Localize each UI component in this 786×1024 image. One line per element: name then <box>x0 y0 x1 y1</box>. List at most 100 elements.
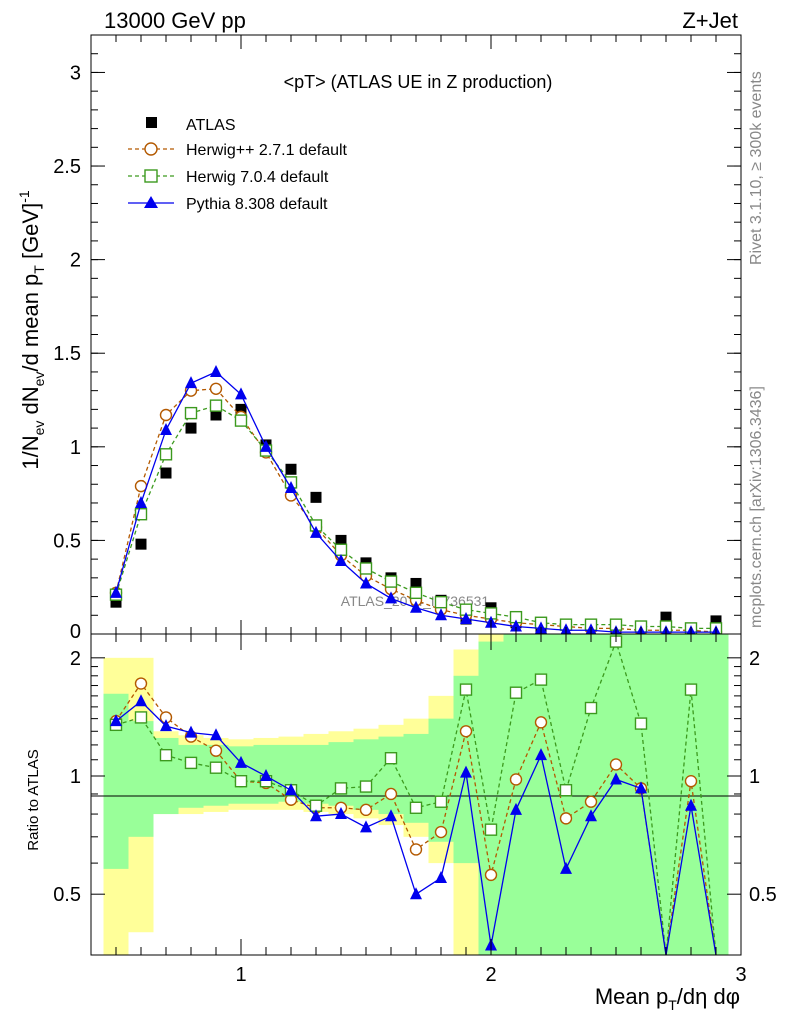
ratio-xtick-label: 3 <box>735 964 746 986</box>
main-point-pythia <box>410 600 422 613</box>
source-label: mcplots.cern.ch [arXiv:1306.3436] <box>748 386 765 628</box>
ratio-point-pythia <box>460 765 472 778</box>
ratio-point-herwig7 <box>434 795 448 808</box>
ratio-point-herwig7 <box>359 780 373 793</box>
ratio-point-pythia <box>310 809 322 822</box>
main-point-herwig7 <box>409 586 423 600</box>
ratio-point-herwig7 <box>484 823 498 836</box>
main-point-pythia <box>385 591 397 604</box>
legend: ATLAS Herwig++ 2.7.1 default Herwig 7.0.… <box>128 117 348 213</box>
legend-label-atlas: ATLAS <box>186 117 236 134</box>
ratio-point-herwig7 <box>684 683 698 696</box>
main-point-pythia <box>360 576 372 589</box>
ratio-point-pythia <box>260 769 272 782</box>
ratio-band-inner <box>703 634 729 956</box>
ratio-xtick-label: 1 <box>235 964 246 986</box>
main-point-pythia <box>160 422 172 435</box>
main-point-pythia <box>310 525 322 538</box>
main-ylabel: 1/Nev dNev/d mean pT [GeV]-1 <box>16 190 47 470</box>
ratio-point-pythia <box>110 714 122 727</box>
main-series-group <box>109 364 723 639</box>
legend-label-herwig7: Herwig 7.0.4 default <box>186 169 329 186</box>
main-point-pythia <box>260 439 272 452</box>
ratio-ytick-label: 2 <box>70 648 81 670</box>
ratio-point-herwigpp <box>359 803 373 817</box>
main-point-pythia <box>460 612 472 625</box>
ratio-point-herwigpp <box>559 812 573 825</box>
ratio-point-pythia <box>335 807 347 820</box>
main-point-pythia <box>435 608 447 621</box>
ratio-point-pythia <box>535 748 547 761</box>
legend-marker-pythia <box>144 196 158 208</box>
ratio-point-pythia <box>285 783 297 796</box>
main-ytick-label: 1 <box>70 437 81 459</box>
ratio-point-pythia <box>410 887 422 900</box>
main-point-herwigpp <box>209 382 223 395</box>
ratio-axes: 0.5 0.5 1 1 2 2 1 2 3 <box>53 634 777 986</box>
main-point-pythia <box>235 387 247 400</box>
rivet-label: Rivet 3.1.10, ≥ 300k events <box>748 71 765 265</box>
main-point-atlas <box>310 491 322 503</box>
ratio-band-inner <box>303 744 329 804</box>
ratio-point-herwigpp <box>209 744 223 757</box>
ratio-point-pythia <box>560 861 572 874</box>
main-point-herwig7 <box>434 595 448 609</box>
ratio-band-inner <box>328 742 354 806</box>
ratio-point-herwig7 <box>584 701 598 715</box>
ratio-ytick-label-right: 2 <box>749 648 760 670</box>
main-point-herwig7 <box>359 562 373 575</box>
ratio-bands <box>103 634 729 956</box>
main-point-pythia <box>335 553 347 566</box>
ratio-band-inner <box>653 634 679 956</box>
ratio-series-group <box>109 635 717 956</box>
ratio-point-herwigpp <box>134 677 148 690</box>
ratio-ytick-label-right: 0.5 <box>749 884 777 906</box>
ratio-point-herwig7 <box>634 717 648 730</box>
ratio-point-pythia <box>385 809 397 822</box>
main-point-atlas <box>285 463 297 475</box>
main-plot: <pT> (ATLAS UE in Z production) ATLAS_20… <box>16 34 742 643</box>
legend-marker-herwigpp <box>144 142 158 156</box>
ratio-point-pythia <box>160 719 172 732</box>
main-point-herwig7 <box>209 399 223 412</box>
ratio-band-inner <box>603 634 629 956</box>
process-label: Z+Jet <box>682 8 738 33</box>
ratio-ylabel: Ratio to ATLAS <box>25 749 42 850</box>
ratio-point-pythia <box>235 755 247 768</box>
main-point-pythia <box>135 495 147 508</box>
ratio-point-pythia <box>135 694 147 707</box>
ratio-point-pythia <box>610 772 622 785</box>
ratio-point-herwigpp <box>509 773 523 786</box>
main-point-herwig7 <box>334 543 348 556</box>
ratio-point-herwig7 <box>134 711 148 724</box>
ratio-ytick-label: 0.5 <box>53 884 81 906</box>
ratio-point-pythia <box>585 809 597 822</box>
main-point-pythia <box>185 376 197 389</box>
ratio-point-herwig7 <box>384 752 398 765</box>
main-point-atlas <box>335 534 347 546</box>
ratio-point-herwig7 <box>559 784 573 797</box>
ratio-point-herwig7 <box>534 673 548 686</box>
main-ytick-label: 2.5 <box>53 156 81 178</box>
legend-label-pythia: Pythia 8.308 default <box>186 196 328 213</box>
plot-title: <pT> (ATLAS UE in Z production) <box>284 72 553 92</box>
ratio-point-herwigpp <box>609 758 623 771</box>
main-ytick-label: 3 <box>70 62 81 84</box>
ratio-band-inner <box>628 634 654 956</box>
ratio-point-pythia <box>635 781 647 794</box>
ratio-band-inner <box>678 634 704 956</box>
main-point-pythia <box>285 480 297 493</box>
ratio-point-herwigpp <box>484 868 498 882</box>
ratio-xtick-label: 2 <box>485 964 496 986</box>
ratio-ytick-label: 1 <box>70 766 81 788</box>
main-ytick-label: 0 <box>70 621 81 643</box>
ratio-point-herwigpp <box>434 825 448 839</box>
ratio-point-herwigpp <box>534 716 548 729</box>
legend-marker-atlas <box>146 117 157 128</box>
main-point-pythia <box>110 585 122 598</box>
energy-label: 13000 GeV pp <box>104 8 246 33</box>
main-ytick-label: 1.5 <box>53 343 81 365</box>
main-point-herwig7 <box>134 508 148 521</box>
ratio-band-inner <box>503 634 529 956</box>
ratio-point-herwig7 <box>509 686 523 699</box>
